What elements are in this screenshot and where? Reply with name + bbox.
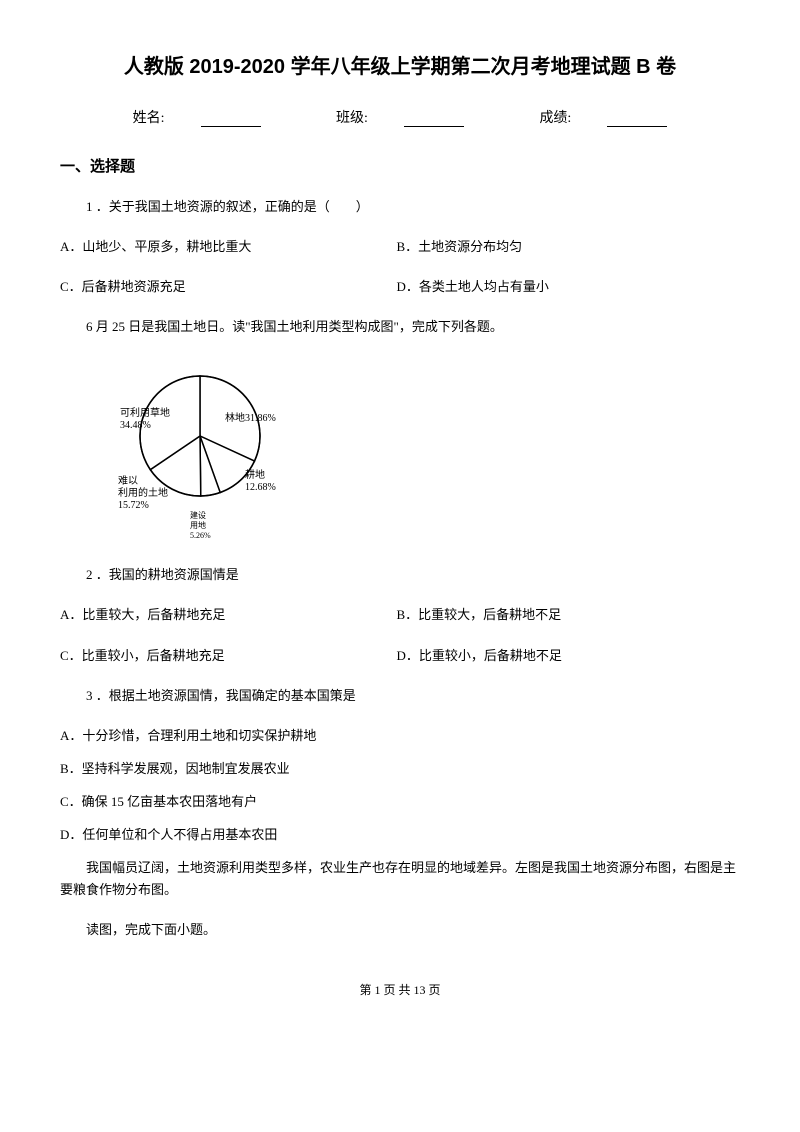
q1-option-c: C．后备耕地资源充足 <box>60 276 393 298</box>
svg-text:12.68%: 12.68% <box>245 482 276 493</box>
question-2-options: A．比重较大，后备耕地充足 B．比重较大，后备耕地不足 <box>60 604 740 626</box>
question-3-text: 3 ．根据土地资源国情，我国确定的基本国策是 <box>60 685 740 707</box>
q3-option-b: B．坚持科学发展观，因地制宜发展农业 <box>60 758 740 777</box>
score-blank[interactable] <box>607 112 667 127</box>
q1-option-a: A．山地少、平原多，耕地比重大 <box>60 236 393 258</box>
q2-option-b: B．比重较大，后备耕地不足 <box>396 604 729 626</box>
question-1-text: 1 ．关于我国土地资源的叙述，正确的是（ ） <box>60 196 740 218</box>
question-3-options: A．十分珍惜，合理利用土地和切实保护耕地 B．坚持科学发展观，因地制宜发展农业 … <box>60 725 740 843</box>
student-info-line: 姓名: 班级: 成绩: <box>60 107 740 127</box>
pie-chart: 可利用草地34.48% 林地31.86% 耕地12.68% 建设用地5.26% 难以利用… <box>90 356 740 546</box>
intro-q4-p1: 我国幅员辽阔，土地资源利用类型多样，农业生产也存在明显的地域差异。左图是我国土地… <box>60 857 740 901</box>
svg-text:15.72%: 15.72% <box>118 500 149 511</box>
name-label: 姓名: <box>133 111 165 126</box>
q2-option-d: D．比重较小，后备耕地不足 <box>396 645 729 667</box>
svg-text:林地31.86%: 林地31.86% <box>225 411 276 424</box>
q2-option-c: C．比重较小，后备耕地充足 <box>60 645 393 667</box>
intro-q4-p2: 读图，完成下面小题。 <box>60 919 740 941</box>
class-blank[interactable] <box>404 112 464 127</box>
svg-text:利用的土地: 利用的土地 <box>118 486 168 499</box>
question-1-options: A．山地少、平原多，耕地比重大 B．土地资源分布均匀 <box>60 236 740 258</box>
question-1-options-2: C．后备耕地资源充足 D．各类土地人均占有量小 <box>60 276 740 298</box>
q3-option-a: A．十分珍惜，合理利用土地和切实保护耕地 <box>60 725 740 744</box>
q2-option-a: A．比重较大，后备耕地充足 <box>60 604 393 626</box>
class-label: 班级: <box>336 111 368 126</box>
score-label: 成绩: <box>539 111 571 126</box>
svg-text:建设: 建设 <box>190 510 206 520</box>
svg-text:34.48%: 34.48% <box>120 420 151 431</box>
svg-text:难以: 难以 <box>118 475 138 487</box>
name-blank[interactable] <box>201 112 261 127</box>
svg-text:用地: 用地 <box>190 520 206 530</box>
svg-text:耕地: 耕地 <box>245 468 265 481</box>
q1-option-d: D．各类土地人均占有量小 <box>396 276 729 298</box>
section-heading: 一、选择题 <box>60 155 740 176</box>
question-2-options-2: C．比重较小，后备耕地充足 D．比重较小，后备耕地不足 <box>60 645 740 667</box>
intro-q2-q3: 6 月 25 日是我国土地日。读"我国土地利用类型构成图"，完成下列各题。 <box>60 316 740 338</box>
exam-title: 人教版 2019-2020 学年八年级上学期第二次月考地理试题 B 卷 <box>60 50 740 79</box>
q3-option-d: D．任何单位和个人不得占用基本农田 <box>60 824 740 843</box>
svg-text:可利用草地: 可利用草地 <box>120 406 170 419</box>
q3-option-c: C．确保 15 亿亩基本农田落地有户 <box>60 791 740 810</box>
question-2-text: 2 ．我国的耕地资源国情是 <box>60 564 740 586</box>
q1-option-b: B．土地资源分布均匀 <box>396 236 729 258</box>
svg-text:5.26%: 5.26% <box>190 531 211 540</box>
page-footer: 第 1 页 共 13 页 <box>60 981 740 998</box>
